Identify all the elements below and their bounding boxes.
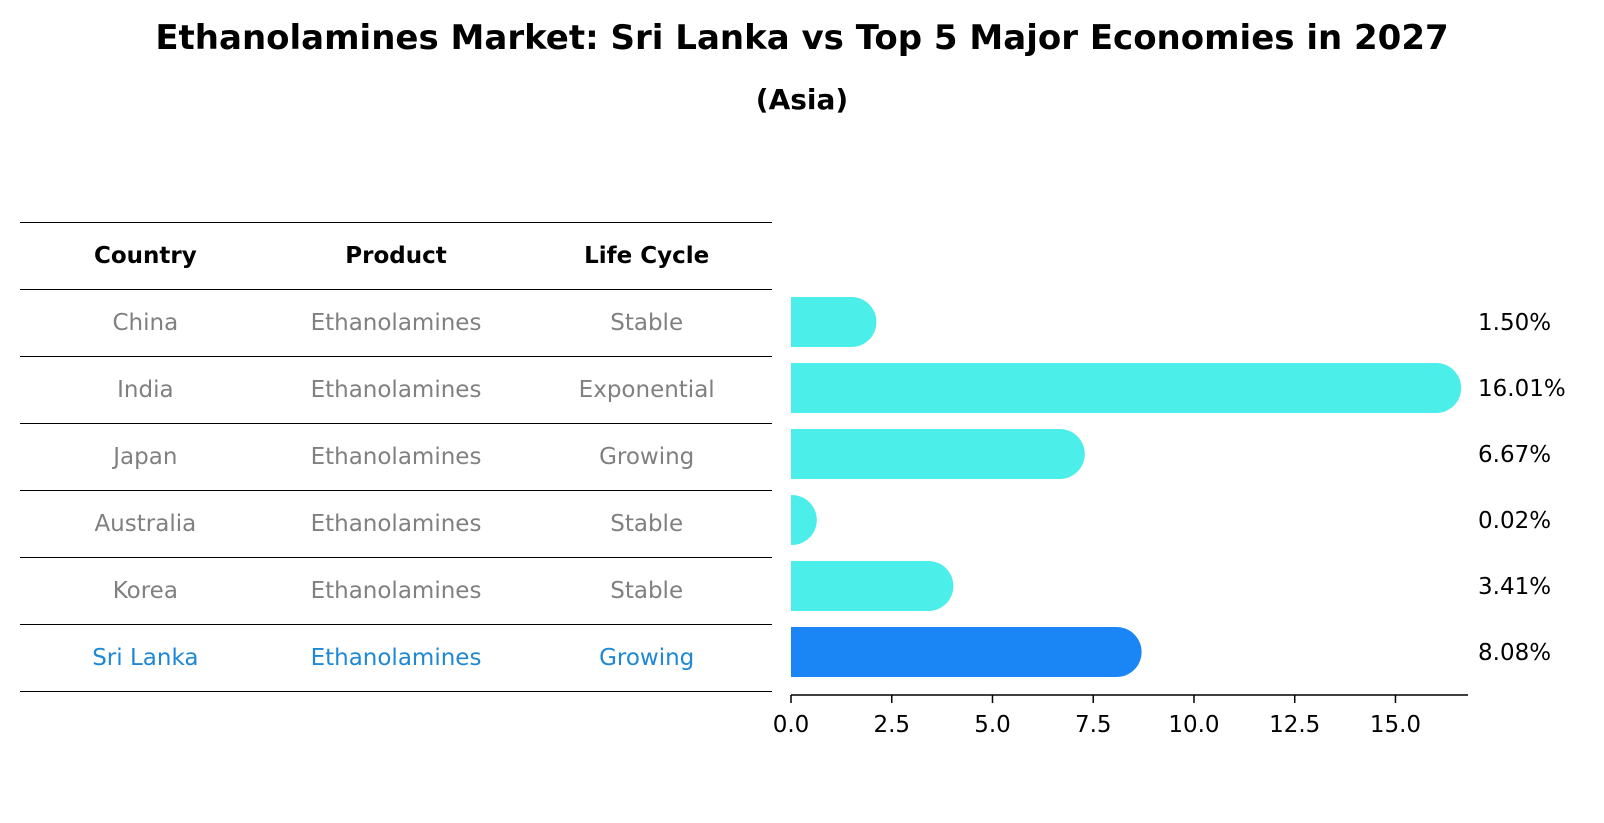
data-label: 16.01% xyxy=(1478,376,1566,402)
table-row: Australia Ethanolamines Stable xyxy=(20,490,772,557)
cell-country: Korea xyxy=(112,578,178,604)
x-tick-label: 5.0 xyxy=(974,712,1011,738)
cell-product: Ethanolamines xyxy=(310,645,482,671)
x-tick-label: 12.5 xyxy=(1269,712,1320,738)
header-product: Product xyxy=(345,243,447,269)
cell-product: Ethanolamines xyxy=(310,444,482,470)
x-tick-label: 7.5 xyxy=(1075,712,1112,738)
cell-country: Japan xyxy=(113,444,178,470)
cell-life-cycle: Stable xyxy=(610,511,684,537)
data-label: 3.41% xyxy=(1478,574,1551,600)
cell-life-cycle: Stable xyxy=(610,578,684,604)
cell-country: China xyxy=(112,310,179,336)
x-tick-label: 2.5 xyxy=(873,712,910,738)
cell-country: Australia xyxy=(94,511,197,537)
cell-product: Ethanolamines xyxy=(310,578,482,604)
x-tick-label: 0.0 xyxy=(773,712,810,738)
bar-sri-lanka xyxy=(791,627,1142,677)
data-label: 8.08% xyxy=(1478,640,1551,666)
bar-japan xyxy=(791,429,1085,479)
chart-subtitle: (Asia) xyxy=(755,83,849,116)
cell-country: India xyxy=(117,377,174,403)
cell-product: Ethanolamines xyxy=(310,377,482,403)
data-label: 1.50% xyxy=(1478,310,1551,336)
x-tick-label: 15.0 xyxy=(1370,712,1421,738)
table-row: India Ethanolamines Exponential xyxy=(20,356,772,423)
table-row: Korea Ethanolamines Stable xyxy=(20,557,772,624)
table-header-row: Country Product Life Cycle xyxy=(20,222,772,289)
bar-australia xyxy=(791,495,817,545)
cell-product: Ethanolamines xyxy=(310,511,482,537)
bar-india xyxy=(791,363,1462,413)
data-label: 6.67% xyxy=(1478,442,1551,468)
cell-life-cycle: Growing xyxy=(599,444,695,470)
table-row-highlight: Sri Lanka Ethanolamines Growing xyxy=(20,624,772,692)
table-row: China Ethanolamines Stable xyxy=(20,289,772,356)
cell-life-cycle: Stable xyxy=(610,310,684,336)
header-life-cycle: Life Cycle xyxy=(584,243,710,269)
cell-life-cycle: Exponential xyxy=(578,377,715,403)
chart-title: Ethanolamines Market: Sri Lanka vs Top 5… xyxy=(155,18,1449,58)
bar-china xyxy=(791,297,877,347)
country-table: Country Product Life Cycle China Ethanol… xyxy=(20,222,772,692)
x-tick-label: 10.0 xyxy=(1168,712,1219,738)
cell-life-cycle: Growing xyxy=(599,645,695,671)
cell-product: Ethanolamines xyxy=(310,310,482,336)
data-label: 0.02% xyxy=(1478,508,1551,534)
header-country: Country xyxy=(93,243,197,269)
cell-country: Sri Lanka xyxy=(92,645,199,671)
table-row: Japan Ethanolamines Growing xyxy=(20,423,772,490)
bar-korea xyxy=(791,561,954,611)
